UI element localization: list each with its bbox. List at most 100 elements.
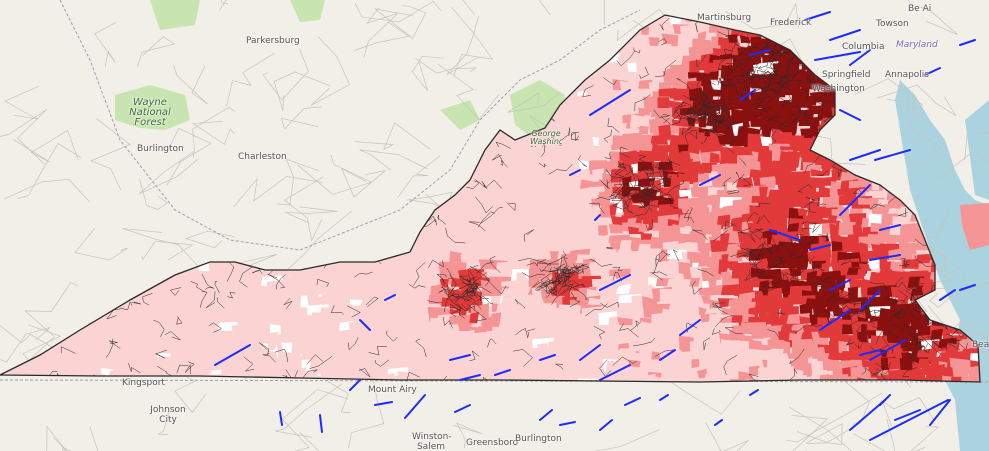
precinct-edge (612, 267, 623, 271)
precinct-edge (589, 258, 613, 267)
precinct (838, 340, 848, 354)
precinct (508, 329, 520, 340)
precinct-edge (660, 161, 681, 167)
precinct-edge (737, 231, 756, 243)
precinct-edge (691, 94, 703, 100)
precinct-edge (538, 162, 547, 168)
precinct-edge (600, 301, 619, 308)
precinct-edge (804, 155, 821, 173)
precinct-edge (772, 69, 784, 79)
gw-forest-area-2 (440, 100, 480, 130)
precinct (678, 213, 693, 226)
precinct-edge (449, 295, 463, 302)
precinct (788, 267, 800, 276)
precinct-edge (657, 167, 667, 186)
precinct (889, 226, 902, 238)
precinct (697, 368, 708, 379)
precinct-edge (475, 196, 493, 214)
precinct-edge (769, 122, 782, 135)
precinct-edge (895, 312, 905, 319)
precinct-edge (767, 329, 780, 338)
precinct-edge (526, 328, 536, 338)
state-borders (0, 0, 989, 383)
precinct-edge (624, 167, 635, 177)
precinct (449, 251, 462, 262)
precinct-edge (770, 130, 777, 145)
precinct-edge (659, 18, 670, 31)
precinct-edge (642, 178, 653, 190)
precinct (382, 313, 394, 325)
precinct (609, 151, 623, 164)
road (789, 406, 886, 451)
precinct (729, 340, 745, 350)
precinct (338, 306, 349, 316)
precinct (689, 59, 701, 74)
precinct (465, 245, 484, 257)
precinct (469, 312, 480, 324)
road (17, 142, 81, 199)
precinct (230, 332, 240, 345)
precinct (547, 341, 563, 352)
precinct-edge (789, 348, 805, 365)
precinct (357, 358, 372, 368)
road (507, 91, 561, 113)
precinct-edge (589, 203, 605, 214)
road (907, 0, 959, 36)
precinct-edge (774, 51, 791, 63)
precinct-edge (540, 143, 545, 157)
precinct (767, 105, 777, 114)
road (173, 65, 208, 105)
precinct-edge (734, 71, 744, 85)
precinct-edge (945, 333, 955, 343)
precinct-edge (790, 104, 802, 123)
precinct-edge (768, 118, 788, 128)
precinct-edge (774, 43, 787, 52)
road (854, 78, 924, 114)
precinct-edge (736, 254, 752, 263)
precinct-edge (718, 120, 731, 134)
precinct (807, 95, 819, 106)
precinct (788, 332, 801, 341)
precinct-edge (614, 188, 634, 205)
precinct (258, 365, 272, 380)
road (725, 2, 799, 30)
precinct-edge (427, 300, 442, 304)
precinct (576, 140, 593, 155)
precinct (838, 222, 856, 236)
precinct (267, 342, 277, 351)
precinct-edge (660, 115, 683, 126)
precinct (470, 206, 484, 215)
road (594, 429, 660, 451)
road (397, 155, 441, 198)
precinct (300, 321, 315, 329)
road (137, 36, 176, 67)
precinct-edge (805, 238, 818, 246)
road (62, 426, 99, 451)
precinct (582, 229, 593, 239)
precinct (407, 258, 420, 267)
precinct-edge (833, 292, 854, 303)
road (283, 176, 324, 242)
precinct-edge (475, 179, 502, 189)
precinct-edge (697, 268, 714, 277)
precinct (487, 196, 500, 206)
precinct-edge (792, 68, 805, 79)
precinct-edge (774, 273, 788, 286)
precinct-edge (443, 291, 460, 298)
precinct-edge (440, 284, 450, 292)
road (310, 36, 351, 106)
precinct (698, 306, 707, 315)
precinct-edge (712, 99, 721, 114)
precinct (829, 223, 842, 238)
precinct-edge (779, 67, 790, 83)
precinct (709, 152, 720, 163)
precinct (288, 276, 300, 288)
precinct-edge (467, 303, 487, 322)
road (297, 154, 373, 195)
precinct-edge (899, 257, 910, 268)
precinct (666, 277, 681, 287)
precinct-edge (561, 280, 580, 295)
precinct-edge (642, 195, 651, 206)
